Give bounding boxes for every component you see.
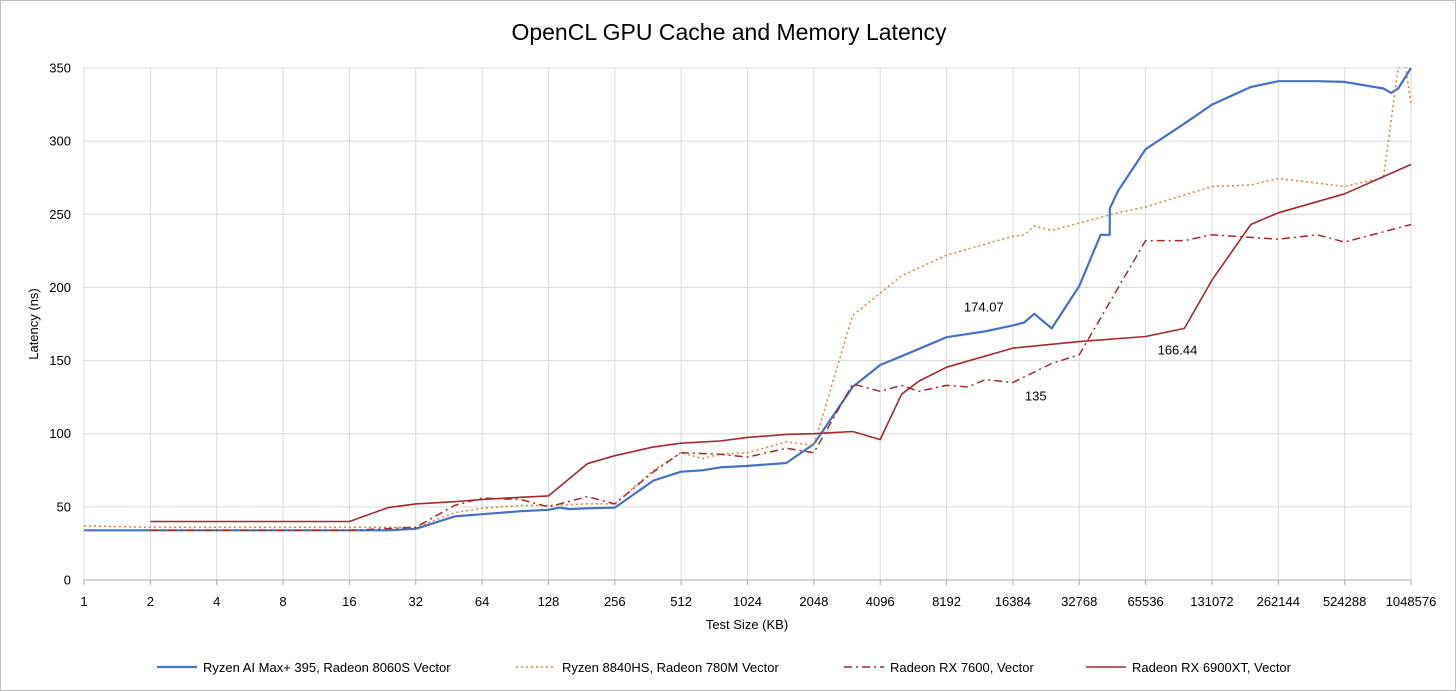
- data-label: 135: [1025, 389, 1047, 404]
- x-tick-label: 262144: [1257, 594, 1300, 609]
- series-line-1: [84, 67, 1412, 532]
- y-tick-label: 100: [49, 426, 71, 441]
- x-tick-label: 8: [279, 594, 286, 609]
- x-tick-label: 65536: [1128, 594, 1164, 609]
- legend-label-4: Radeon RX 6900XT, Vector: [1132, 660, 1292, 675]
- data-label: 166.44: [1158, 343, 1198, 358]
- x-tick-label: 4: [213, 594, 220, 609]
- y-tick-label: 300: [49, 134, 71, 149]
- x-tick-label: 32768: [1061, 594, 1097, 609]
- y-tick-label: 250: [49, 207, 71, 222]
- data-label: 174.07: [964, 299, 1004, 314]
- annotation-layer: 174.07 166.44 135: [964, 299, 1197, 403]
- x-tick-label: 128: [538, 594, 560, 609]
- x-tick-label: 131072: [1190, 594, 1233, 609]
- tick-layer: 0 50 100 150 200 250 300 350 1 2 4 8 16 32 64 128 256 512…: [49, 61, 1436, 610]
- y-tick-label: 200: [49, 280, 71, 295]
- x-tick-label: 1: [80, 594, 87, 609]
- y-tick-label: 0: [64, 573, 71, 588]
- x-tick-label: 524288: [1323, 594, 1366, 609]
- legend-label-3: Radeon RX 7600, Vector: [890, 660, 1034, 675]
- x-tick-label: 1048576: [1386, 594, 1437, 609]
- x-axis-title: Test Size (KB): [706, 617, 788, 632]
- series-line-3: [150, 223, 1412, 532]
- legend: Ryzen AI Max+ 395, Radeon 8060S Vector Ry…: [157, 660, 1292, 675]
- y-axis-title: Latency (ns): [26, 288, 41, 360]
- y-tick-label: 150: [49, 353, 71, 368]
- x-tick-label: 2048: [799, 594, 828, 609]
- x-tick-label: 2: [147, 594, 154, 609]
- x-tick-label: 4096: [866, 594, 895, 609]
- chart-title: OpenCL GPU Cache and Memory Latency: [511, 19, 947, 45]
- x-tick-label: 512: [670, 594, 692, 609]
- x-tick-label: 1024: [733, 594, 762, 609]
- x-tick-label: 64: [475, 594, 489, 609]
- x-tick-label: 32: [409, 594, 423, 609]
- legend-label-2: Ryzen 8840HS, Radeon 780M Vector: [562, 660, 779, 675]
- x-tick-label: 256: [604, 594, 626, 609]
- series-layer: [84, 67, 1412, 532]
- x-tick-label: 16384: [995, 594, 1031, 609]
- y-tick-label: 50: [57, 499, 71, 514]
- y-tick-label: 350: [49, 61, 71, 76]
- x-tick-label: 16: [342, 594, 356, 609]
- series-line-4: [150, 163, 1412, 523]
- series-line-2: [84, 67, 1412, 529]
- x-tick-label: 8192: [932, 594, 961, 609]
- legend-label-1: Ryzen AI Max+ 395, Radeon 8060S Vector: [203, 660, 451, 675]
- grid-layer: [83, 67, 1412, 585]
